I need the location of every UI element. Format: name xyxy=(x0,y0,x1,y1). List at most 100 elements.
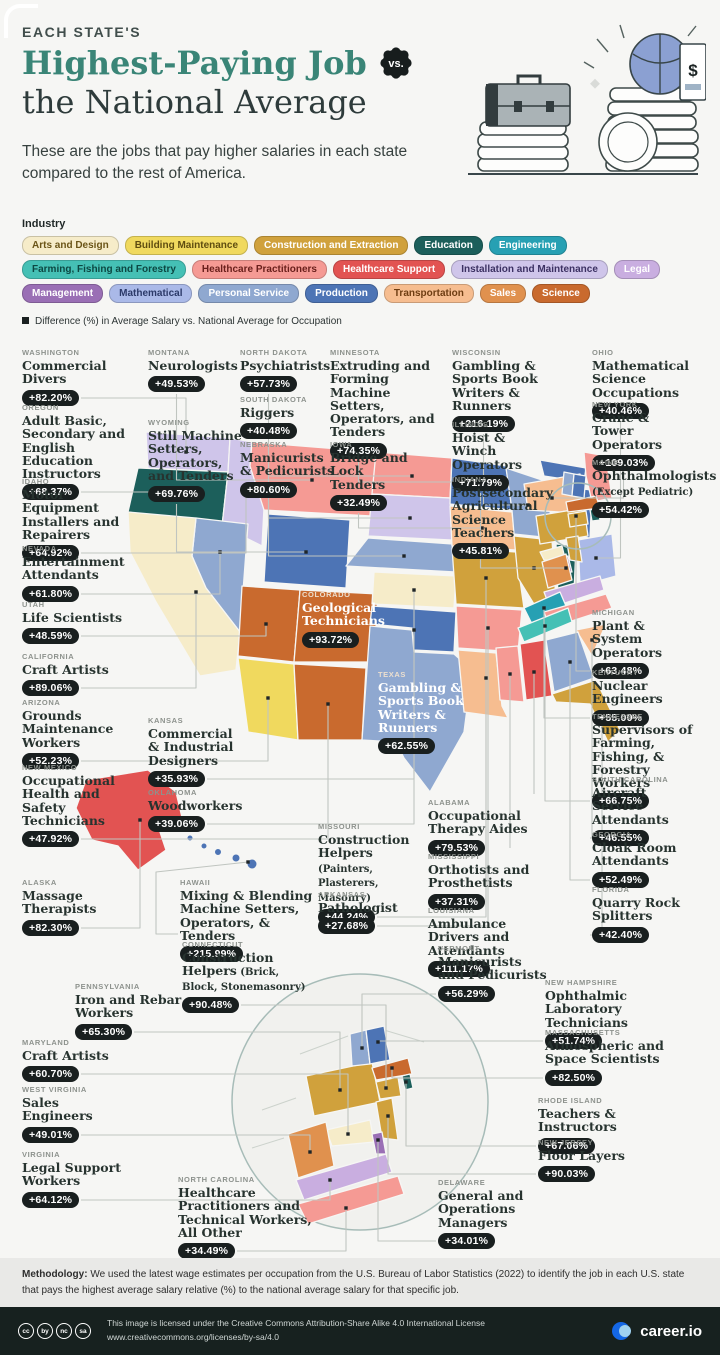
page-subtitle: These are the jobs that pay higher salar… xyxy=(22,143,408,182)
state-name-label: MICHIGAN xyxy=(592,608,635,617)
industry-pill: Legal xyxy=(613,260,661,279)
state-dot xyxy=(412,588,416,592)
card-corner-decoration xyxy=(4,4,38,38)
state-dot xyxy=(542,606,546,610)
leader-line xyxy=(81,490,247,554)
state-job-label: Grounds Maintenance Workers xyxy=(22,708,114,750)
methodology-text: We used the latest wage estimates per oc… xyxy=(22,1269,685,1296)
state-shape-hawaii xyxy=(200,842,208,850)
svg-text:$: $ xyxy=(688,61,698,80)
state-dot xyxy=(384,1086,388,1090)
state-dot xyxy=(194,590,198,594)
state-shape-hawaii xyxy=(214,848,222,856)
license-text: This image is licensed under the Creativ… xyxy=(107,1317,485,1344)
footer-bar: cc by nc sa This image is licensed under th… xyxy=(0,1307,720,1355)
state-dot xyxy=(484,676,488,680)
leader-line xyxy=(241,1004,387,1088)
us-map-area: WASHINGTON Commercial Divers +82.20% OREGON… xyxy=(0,340,720,1259)
state-diff-badge: +34.01% xyxy=(438,1232,496,1249)
state-name-label: WASHINGTON xyxy=(22,348,80,357)
state-job-label: Manicurists & Pedicurists xyxy=(240,450,335,479)
leader-line xyxy=(361,993,436,1048)
state-job-label: Extruding and Forming Machine Setters, O… xyxy=(330,358,435,440)
industry-pill: Construction and Extraction xyxy=(254,236,409,255)
state-diff-badge: +82.50% xyxy=(545,1069,603,1086)
state-dot xyxy=(138,818,142,822)
state-callout: NEW YORK Crane & Tower Operators +109.03% xyxy=(592,400,694,471)
state-job-label: Ophthalmologists (Except Pediatric) xyxy=(592,468,717,498)
state-job-label: Supervisors of Farming, Fishing, & Fores… xyxy=(592,722,693,790)
leader-line xyxy=(377,1140,436,1242)
state-job-suffix: (Painters, Plasterers, Masonry) xyxy=(318,863,379,905)
state-callout: NEW MEXICO Occupational Health and Safety… xyxy=(22,763,134,847)
state-name-label: LOUISIANA xyxy=(428,906,475,915)
state-callout: ARKANSAS Pathologist +27.68% xyxy=(318,890,414,935)
state-callout: WYOMING Still Machine Setters, Operators,… xyxy=(148,418,244,502)
state-job-label: Massage Therapists xyxy=(22,888,97,917)
state-diff-badge: +40.46% xyxy=(592,402,650,419)
state-job-label: Floor Layers xyxy=(538,1148,625,1163)
state-job-label: Hoist & Winch Operators xyxy=(452,430,523,472)
state-name-label: NEW YORK xyxy=(592,400,638,409)
state-callout: INDIANA Postsecondary Agricultural Scienc… xyxy=(452,475,564,559)
leader-line xyxy=(543,608,590,719)
state-callout: MISSOURI Construction Helpers (Painters, … xyxy=(318,822,430,925)
cc-sa-icon: sa xyxy=(75,1323,91,1339)
state-callout: HAWAII Mixing & Blending Machine Setters,… xyxy=(180,878,314,962)
state-job-label: Healthcare Practitioners and Technical W… xyxy=(178,1185,312,1240)
state-callout: WEST VIRGINIA Sales Engineers +49.01% xyxy=(22,1085,124,1143)
state-diff-badge: +69.76% xyxy=(148,486,206,502)
careerio-icon xyxy=(612,1322,632,1340)
state-job-label: Plant & System Operators xyxy=(592,618,663,660)
state-name-label: PENNSYLVANIA xyxy=(75,982,140,991)
state-job-label: Occupational Health and Safety Technicia… xyxy=(22,773,115,828)
industry-pill: Education xyxy=(414,236,483,255)
state-shape-hawaii xyxy=(186,834,194,842)
state-job-label: Orthotists and Prosthetists xyxy=(428,862,530,891)
state-name-label: ARIZONA xyxy=(22,698,61,707)
state-callout: ALASKA Massage Therapists +82.30% xyxy=(22,878,114,936)
leader-line xyxy=(175,504,306,553)
state-callout: CALIFORNIA Craft Artists +89.06% xyxy=(22,652,126,697)
state-name-label: NEVADA xyxy=(22,544,57,553)
leader-line xyxy=(405,1082,536,1147)
state-job-label: Atmospheric and Space Scientists xyxy=(545,1038,664,1067)
cc-by-icon: by xyxy=(37,1323,53,1339)
state-callout: CONNECTICUT Construction Helpers (Brick, … xyxy=(182,940,306,1014)
state-job-label: Commercial Divers xyxy=(22,358,107,387)
careerio-logo[interactable]: career.io xyxy=(611,1320,702,1342)
leader-line xyxy=(569,662,590,881)
state-job-label: Adult Basic, Secondary and English Educa… xyxy=(22,413,125,481)
leader-line xyxy=(81,1073,349,1134)
state-diff-badge: +90.48% xyxy=(182,997,240,1014)
state-diff-badge: +57.73% xyxy=(240,376,298,393)
state-dot xyxy=(480,526,484,530)
leader-line xyxy=(81,698,269,762)
state-callout: RHODE ISLAND Teachers & Instructors +67.06… xyxy=(538,1096,690,1154)
state-diff-badge: +49.01% xyxy=(22,1126,80,1143)
state-job-label: Quarry Rock Splitters xyxy=(592,895,680,924)
state-shape xyxy=(457,649,509,719)
state-callout: MICHIGAN Plant & System Operators +63.48% xyxy=(592,608,694,679)
state-callout: UTAH Life Scientists +48.59% xyxy=(22,600,126,645)
state-name-label: NEW MEXICO xyxy=(22,763,78,772)
state-diff-badge: +61.80% xyxy=(22,585,80,602)
state-name-label: TENNESSEE xyxy=(592,712,643,721)
state-dot xyxy=(326,702,330,706)
brand-name: career.io xyxy=(640,1322,702,1340)
state-name-label: MASSACHUSETTS xyxy=(545,1028,621,1037)
leader-line xyxy=(81,820,141,929)
state-job-label: Mixing & Blending Machine Setters, Opera… xyxy=(180,888,313,943)
state-diff-badge: +56.29% xyxy=(438,985,496,1002)
state-name-label: ALASKA xyxy=(22,878,57,887)
state-callout: MAINE Ophthalmologists (Except Pediatric)… xyxy=(592,458,717,519)
state-name-label: WYOMING xyxy=(148,418,190,427)
state-dot xyxy=(508,672,512,676)
leader-line xyxy=(544,626,590,802)
state-job-suffix: (Except Pediatric) xyxy=(592,486,694,498)
state-job-label: Craft Artists xyxy=(22,662,109,677)
industry-pill: Healthcare Support xyxy=(332,260,446,279)
state-job-label: Psychiatrists xyxy=(240,358,331,373)
state-dot xyxy=(574,514,578,518)
license-link[interactable]: www.creativecommons.org/licenses/by-sa/4… xyxy=(107,1332,279,1342)
